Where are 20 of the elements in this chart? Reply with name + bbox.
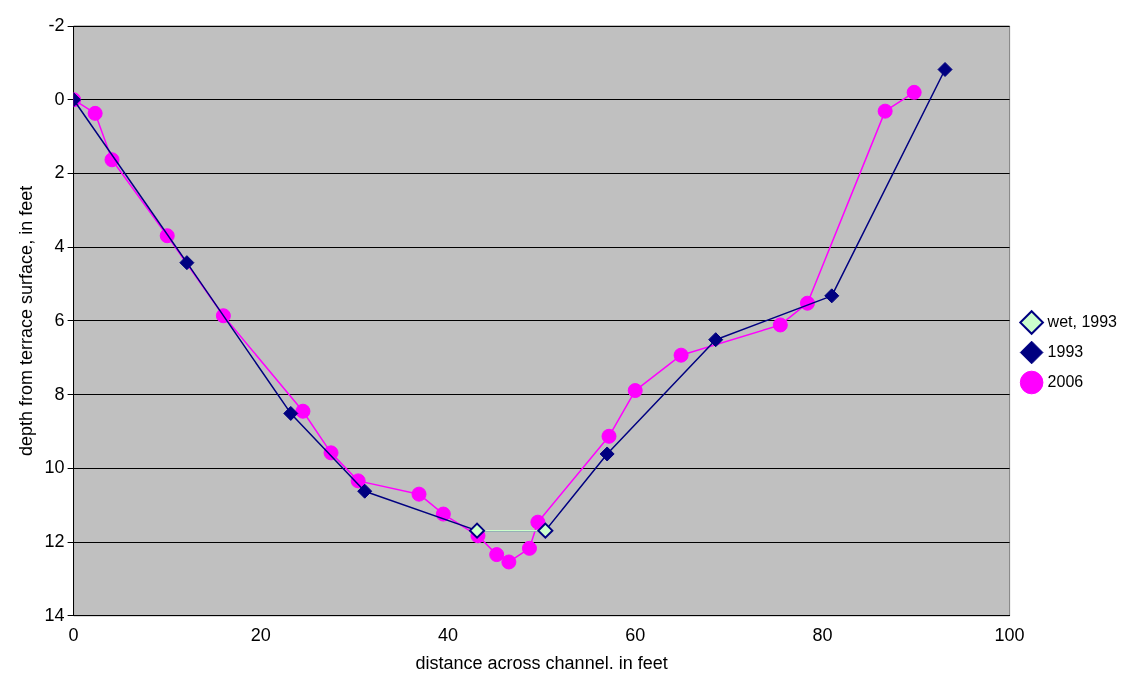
- x-tick-label: 80: [812, 624, 833, 645]
- x-tick-label: 40: [438, 624, 459, 645]
- y-tick-label: 12: [44, 531, 65, 552]
- x-tick-label: 60: [625, 624, 646, 645]
- y-tick-label: 8: [54, 383, 65, 404]
- y-tick-label: 14: [44, 604, 65, 625]
- y-tick-label: 4: [54, 236, 65, 257]
- x-tick-label: 100: [994, 624, 1025, 645]
- legend-label: 1993: [1047, 342, 1084, 360]
- y-tick-label: 2: [54, 162, 65, 183]
- y-tick-label: 6: [54, 309, 65, 330]
- x-tick-label: 0: [68, 624, 79, 645]
- x-tick-label: 20: [250, 624, 271, 645]
- y-tick-label: 0: [54, 88, 65, 109]
- y-tick-label: -2: [48, 14, 65, 35]
- y-tick-label: 10: [44, 457, 65, 478]
- x-axis-title: distance across channel. in feet: [415, 653, 668, 674]
- y-axis-title: depth from terrace surface, in feet: [15, 185, 36, 456]
- legend-label: wet, 1993: [1046, 312, 1118, 330]
- legend-label: 2006: [1047, 372, 1084, 390]
